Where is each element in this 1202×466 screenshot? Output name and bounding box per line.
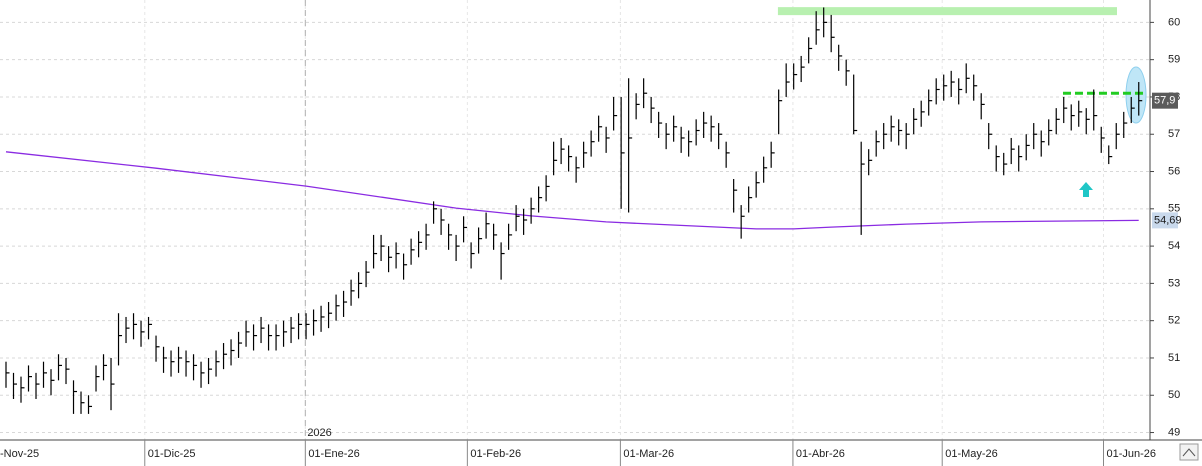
highlight-ellipse: [1125, 66, 1147, 124]
moving-average-line: [5, 151, 1139, 230]
corner-icon-glyph: [1182, 448, 1196, 457]
year-label: 2026: [307, 427, 331, 439]
y-tick-label: 57: [1168, 128, 1180, 140]
x-tick-label: 01-Abr-26: [796, 448, 845, 460]
y-tick-label: 52: [1168, 315, 1180, 327]
y-tick-label: 56: [1168, 165, 1180, 177]
y-tick-label: 49: [1168, 426, 1180, 438]
x-tick-label: 01-Dic-25: [148, 448, 196, 460]
x-tick-label: 01-May-26: [945, 448, 998, 460]
grid: [0, 0, 1150, 440]
last-close-label: 57,9: [1154, 95, 1175, 107]
y-tick-label: 51: [1168, 352, 1180, 364]
x-tick-label: -Nov-25: [0, 448, 39, 460]
corner-icon[interactable]: [1179, 443, 1199, 461]
up-arrow: [1079, 182, 1093, 197]
y-tick-label: 59: [1168, 54, 1180, 66]
y-tick-label: 54: [1168, 240, 1180, 252]
last-close-label-box: [1152, 92, 1178, 109]
axes: 495051525354555657585960-Nov-2501-Dic-25…: [0, 16, 1182, 466]
y-tick-label: 53: [1168, 277, 1180, 289]
y-tick-label: 60: [1168, 16, 1180, 28]
y-tick-label: 50: [1168, 389, 1180, 401]
plot-area: [5, 7, 1147, 414]
x-tick-label: 01-Ene-26: [308, 448, 359, 460]
moving-average-label-box: [1152, 212, 1178, 229]
x-tick-label: 01-Mar-26: [623, 448, 674, 460]
moving-average-label: 54,69: [1154, 214, 1182, 226]
x-tick-label: 01-Jun-26: [1106, 448, 1156, 460]
y-tick-label: 55: [1168, 203, 1180, 215]
x-tick-label: 01-Feb-26: [470, 448, 521, 460]
